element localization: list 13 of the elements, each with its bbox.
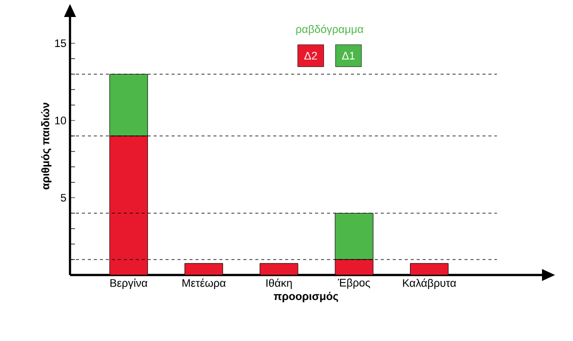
x-tick-label: Βεργίνα	[110, 278, 148, 290]
text: Δ2	[304, 52, 317, 60]
x-tick-label: Έβρος	[338, 278, 370, 289]
x-tick-label: Ιθάκη	[266, 278, 292, 290]
x-tick-label: Καλάβρυτα	[403, 278, 456, 290]
x-axis-title: προορισμός	[274, 292, 338, 302]
legend-title: ραβδόγραμμα	[296, 24, 364, 36]
y-tick-label: 5	[60, 194, 66, 202]
text: Δ1	[342, 52, 355, 60]
y-tick-label: 10	[55, 116, 66, 124]
x-tick-label: Μετέωρα	[182, 278, 226, 290]
y-axis-title: αριθμός παιδιών	[41, 102, 52, 190]
y-tick-label: 15	[55, 39, 66, 48]
